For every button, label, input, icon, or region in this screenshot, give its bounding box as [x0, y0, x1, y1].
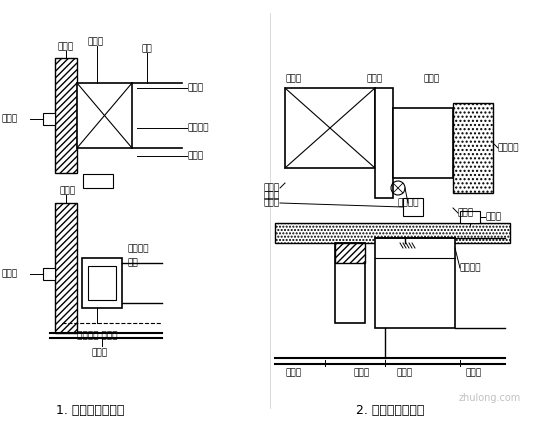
Text: 排烟道: 排烟道	[423, 74, 439, 83]
Text: 接线盒: 接线盒	[2, 115, 18, 124]
Text: 复位手柄 检查口: 复位手柄 检查口	[77, 332, 118, 341]
Text: 2. 排烟阀安装方法: 2. 排烟阀安装方法	[356, 404, 424, 416]
Text: 1. 防火阀安装方法: 1. 防火阀安装方法	[56, 404, 124, 416]
Bar	[88, 266, 116, 300]
Bar	[335, 243, 365, 263]
Text: 风道: 风道	[127, 259, 138, 268]
Bar	[375, 88, 393, 198]
Bar	[460, 211, 480, 223]
Text: 防火墙: 防火墙	[60, 186, 76, 195]
Bar	[375, 238, 455, 328]
Text: 开手柄: 开手柄	[397, 369, 413, 377]
Text: 排烟阀: 排烟阀	[367, 74, 383, 83]
Text: zhulong.com: zhulong.com	[459, 393, 521, 403]
Bar	[453, 103, 493, 193]
Text: 排烟口: 排烟口	[285, 74, 301, 83]
Text: 排烟口: 排烟口	[285, 369, 301, 377]
Text: 接线盒: 接线盒	[2, 270, 18, 279]
Text: 防火墙: 防火墙	[58, 42, 74, 51]
Bar	[77, 83, 132, 148]
Bar	[43, 113, 55, 125]
Bar	[335, 243, 365, 323]
Text: 金属软管: 金属软管	[398, 199, 419, 208]
Bar	[82, 258, 122, 308]
Bar	[43, 268, 55, 280]
Text: 检修口: 检修口	[187, 152, 203, 160]
Text: 检查口: 检查口	[187, 83, 203, 92]
Bar	[275, 223, 510, 243]
Text: 检修口: 检修口	[465, 369, 481, 377]
Text: 接线盒: 接线盒	[458, 208, 474, 217]
Bar	[55, 58, 77, 173]
Text: 驱动部分: 驱动部分	[498, 143, 520, 152]
Text: 防火阀: 防火阀	[87, 37, 103, 46]
Text: 关手柄: 关手柄	[264, 191, 280, 200]
Text: 接线盒: 接线盒	[485, 212, 501, 222]
Bar	[83, 174, 113, 188]
Text: 关手柄: 关手柄	[354, 369, 370, 377]
Text: 检查口: 检查口	[264, 199, 280, 208]
Text: 金属软管: 金属软管	[127, 244, 148, 253]
Text: 金属软管: 金属软管	[460, 264, 482, 273]
Bar	[55, 203, 77, 333]
Bar	[403, 198, 423, 216]
Text: 金属软管: 金属软管	[187, 124, 208, 133]
Text: 风道: 风道	[142, 44, 153, 53]
Bar	[285, 88, 375, 168]
Text: 检修口: 检修口	[92, 348, 108, 357]
Text: 开手柄: 开手柄	[264, 184, 280, 193]
Bar	[393, 108, 453, 178]
